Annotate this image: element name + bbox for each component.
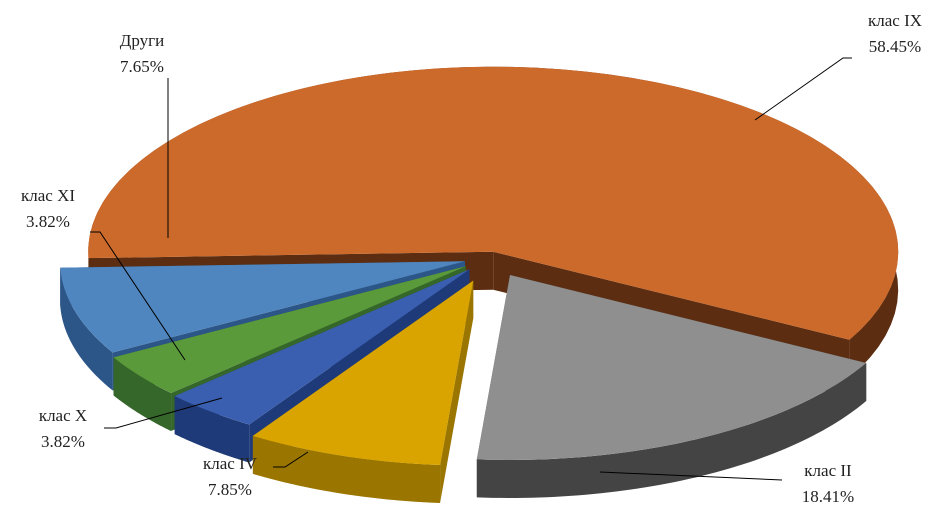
label-klas-ix-name: клас IX (868, 11, 922, 30)
label-klas-ii-name: клас II (804, 461, 852, 480)
label-klas-ii-value: 18.41% (802, 487, 854, 506)
slice-rim-клас-x (174, 396, 250, 463)
leader-line-klas-x (104, 397, 223, 429)
slice-rim-клас-xi (113, 357, 172, 432)
leader-line-klas-xi (90, 231, 186, 361)
label-drugi-name: Други (120, 31, 164, 50)
label-klas-x-name: клас X (39, 406, 87, 425)
label-klas-xi-name: клас XI (21, 186, 75, 205)
slice-клас-xi (113, 266, 466, 394)
slice-rim-клас-ii (476, 363, 867, 498)
label-klas-x-value: 3.82% (41, 432, 85, 451)
label-klas-xi-value: 3.82% (26, 212, 70, 231)
slice-клас-iv (252, 280, 474, 466)
slice-клас-x (174, 269, 470, 425)
slice-rim-клас-iv (252, 435, 441, 504)
slice-други (60, 261, 465, 353)
label-klas-iv-name: клас IV (203, 454, 258, 473)
slice-wall-клас-iv-0 (440, 280, 474, 504)
slice-клас-ii (476, 274, 867, 460)
data-labels: клас IX 58.45% клас II 18.41% клас IV 7.… (21, 11, 922, 506)
slice-клас-ix (88, 66, 899, 340)
label-drugi-value: 7.65% (120, 57, 164, 76)
leader-lines (90, 57, 852, 481)
slice-rim-други (60, 267, 113, 391)
leader-line-klas-ii (599, 471, 783, 481)
leader-line-klas-ix (754, 57, 852, 121)
label-klas-iv-value: 7.85% (208, 480, 252, 499)
leader-line-klas-iv (273, 451, 309, 468)
label-klas-ix-value: 58.45% (869, 37, 921, 56)
slice-tops (60, 66, 899, 466)
